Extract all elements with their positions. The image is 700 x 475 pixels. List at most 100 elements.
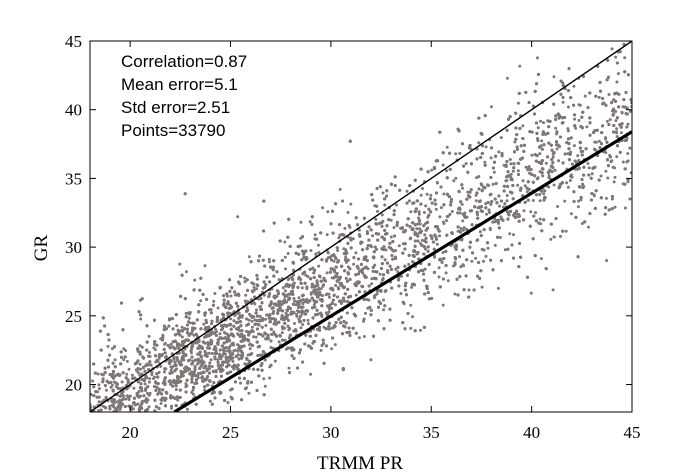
scatter-point [375, 247, 379, 251]
scatter-point [218, 332, 222, 336]
scatter-point [530, 130, 534, 134]
scatter-point [349, 202, 353, 206]
scatter-point [568, 179, 572, 182]
scatter-point [294, 303, 298, 307]
scatter-point [478, 230, 482, 234]
scatter-point [470, 259, 474, 263]
scatter-point [505, 76, 509, 80]
scatter-point [399, 292, 403, 296]
scatter-point [300, 286, 304, 290]
scatter-point [437, 266, 441, 270]
scatter-point [615, 127, 619, 131]
scatter-point [208, 399, 212, 403]
scatter-point [441, 303, 445, 307]
scatter-point [178, 262, 182, 266]
scatter-point [553, 168, 557, 172]
scatter-point [109, 385, 113, 389]
scatter-point [346, 211, 350, 214]
scatter-point [461, 219, 465, 223]
scatter-point [585, 125, 589, 129]
scatter-point [156, 359, 160, 363]
scatter-point [212, 299, 216, 303]
scatter-point [549, 237, 553, 241]
scatter-point [569, 212, 573, 216]
scatter-point [284, 267, 287, 271]
scatter-point [196, 376, 200, 380]
scatter-point [180, 325, 184, 329]
scatter-point [180, 335, 184, 339]
scatter-point [552, 183, 556, 187]
scatter-point [203, 264, 207, 268]
scatter-point [489, 105, 493, 109]
scatter-point [450, 210, 454, 213]
scatter-point [551, 155, 555, 159]
scatter-point [462, 226, 466, 230]
scatter-point [343, 226, 347, 230]
scatter-point [609, 160, 613, 164]
scatter-point [554, 126, 558, 130]
scatter-point [620, 131, 623, 135]
scatter-point [459, 227, 463, 230]
scatter-point [525, 190, 529, 194]
scatter-point [486, 246, 490, 250]
scatter-point [569, 150, 573, 154]
scatter-point [605, 119, 609, 123]
scatter-point [108, 404, 112, 408]
scatter-point [531, 199, 535, 202]
scatter-point [357, 336, 361, 340]
scatter-point [262, 377, 266, 381]
scatter-point [474, 193, 478, 197]
scatter-point [226, 349, 229, 353]
scatter-point [611, 165, 615, 169]
scatter-point [143, 382, 147, 386]
scatter-point [342, 247, 346, 251]
scatter-point [424, 204, 428, 208]
scatter-point [203, 388, 207, 392]
scatter-point [604, 196, 608, 200]
scatter-point [308, 220, 312, 224]
scatter-point [187, 358, 191, 362]
scatter-point [337, 236, 341, 240]
scatter-point [170, 404, 173, 408]
scatter-point [227, 307, 231, 310]
scatter-point [576, 154, 580, 158]
scatter-point [277, 340, 281, 344]
scatter-point [579, 198, 583, 202]
scatter-point [628, 197, 632, 201]
scatter-point [623, 206, 627, 210]
scatter-point [140, 389, 144, 393]
scatter-point [477, 141, 481, 145]
scatter-point [250, 325, 254, 329]
scatter-point [572, 84, 576, 88]
scatter-point [516, 101, 520, 105]
scatter-point [441, 163, 445, 167]
scatter-point [597, 139, 601, 143]
scatter-point [253, 302, 257, 306]
scatter-point [191, 392, 195, 396]
scatter-point [542, 121, 545, 125]
scatter-point [381, 191, 385, 195]
scatter-point [326, 210, 330, 214]
scatter-point [169, 368, 173, 372]
scatter-point [176, 398, 180, 402]
scatter-point [577, 199, 581, 203]
scatter-point [395, 203, 398, 207]
scatter-point [389, 235, 393, 239]
scatter-point [101, 373, 105, 377]
scatter-point [291, 293, 295, 296]
scatter-point [141, 366, 145, 370]
scatter-point [563, 199, 567, 203]
scatter-point [438, 234, 442, 238]
scatter-point [572, 144, 576, 148]
scatter-point [244, 293, 248, 297]
scatter-point [484, 254, 488, 258]
scatter-point [522, 209, 526, 213]
scatter-point [162, 370, 166, 374]
scatter-point [628, 146, 632, 150]
scatter-point [267, 257, 271, 261]
scatter-point [420, 238, 424, 242]
scatter-point [344, 255, 348, 259]
scatter-point [538, 217, 542, 221]
scatter-point [313, 233, 317, 237]
